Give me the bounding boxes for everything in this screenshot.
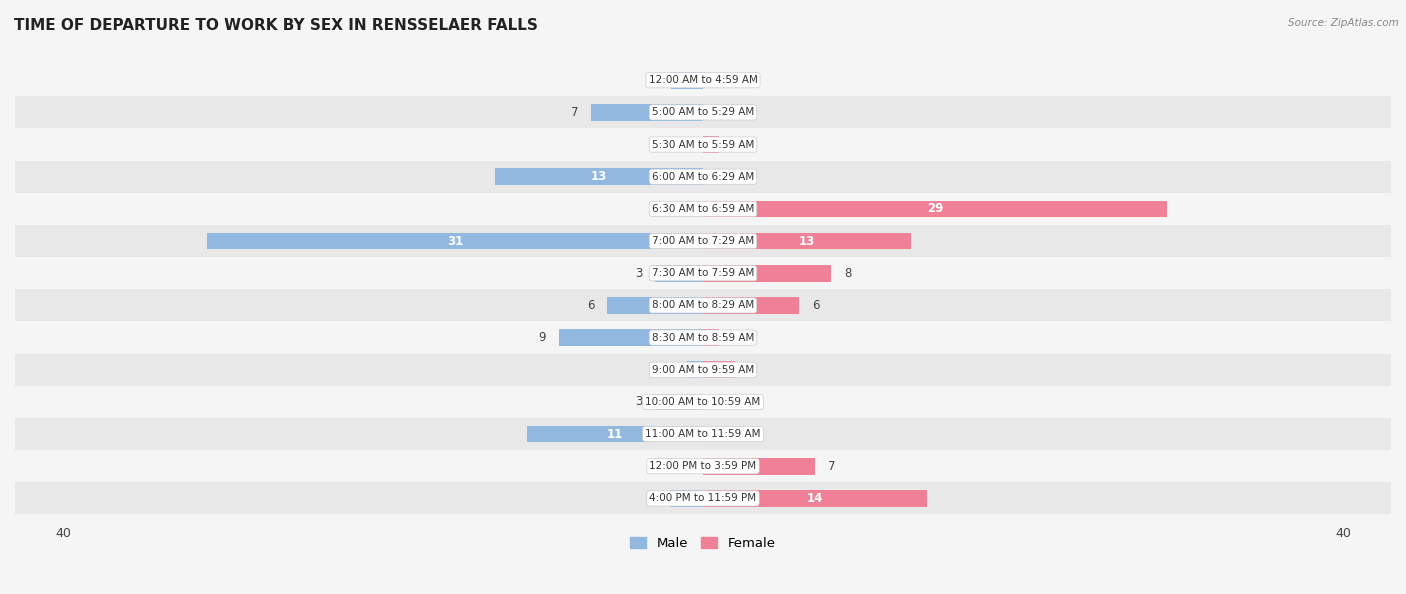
Text: 8:30 AM to 8:59 AM: 8:30 AM to 8:59 AM bbox=[652, 333, 754, 343]
Text: 12:00 PM to 3:59 PM: 12:00 PM to 3:59 PM bbox=[650, 461, 756, 471]
Text: 4:00 PM to 11:59 PM: 4:00 PM to 11:59 PM bbox=[650, 494, 756, 503]
Bar bbox=[591, 104, 703, 121]
Text: 7:00 AM to 7:29 AM: 7:00 AM to 7:29 AM bbox=[652, 236, 754, 246]
Bar bbox=[0, 482, 1406, 514]
Text: TIME OF DEPARTURE TO WORK BY SEX IN RENSSELAER FALLS: TIME OF DEPARTURE TO WORK BY SEX IN RENS… bbox=[14, 18, 538, 33]
Text: 9:00 AM to 9:59 AM: 9:00 AM to 9:59 AM bbox=[652, 365, 754, 375]
Bar bbox=[703, 233, 911, 249]
Text: 0: 0 bbox=[683, 460, 690, 473]
Bar bbox=[703, 361, 735, 378]
Bar bbox=[0, 96, 1406, 128]
Text: 31: 31 bbox=[447, 235, 463, 248]
Bar bbox=[0, 128, 1406, 160]
Bar bbox=[207, 233, 703, 249]
Text: 7: 7 bbox=[828, 460, 835, 473]
Text: 13: 13 bbox=[591, 170, 607, 183]
Text: 5:00 AM to 5:29 AM: 5:00 AM to 5:29 AM bbox=[652, 108, 754, 118]
Bar bbox=[703, 136, 718, 153]
Bar bbox=[0, 289, 1406, 321]
Text: 0: 0 bbox=[716, 74, 723, 87]
Text: 11:00 AM to 11:59 AM: 11:00 AM to 11:59 AM bbox=[645, 429, 761, 439]
Text: 1: 1 bbox=[731, 138, 740, 151]
Text: 7:30 AM to 7:59 AM: 7:30 AM to 7:59 AM bbox=[652, 268, 754, 278]
Bar bbox=[671, 490, 703, 507]
Text: 3: 3 bbox=[636, 267, 643, 280]
Text: 2: 2 bbox=[651, 74, 658, 87]
Bar bbox=[703, 297, 799, 314]
Bar bbox=[688, 361, 703, 378]
Bar bbox=[0, 225, 1406, 257]
Text: 3: 3 bbox=[636, 396, 643, 409]
Text: 6: 6 bbox=[586, 299, 595, 312]
Bar bbox=[495, 168, 703, 185]
Text: 1: 1 bbox=[731, 331, 740, 344]
Text: 7: 7 bbox=[571, 106, 578, 119]
Text: 6:30 AM to 6:59 AM: 6:30 AM to 6:59 AM bbox=[652, 204, 754, 214]
Text: 0: 0 bbox=[716, 170, 723, 183]
Bar bbox=[703, 490, 927, 507]
Text: 0: 0 bbox=[683, 203, 690, 216]
Bar bbox=[0, 193, 1406, 225]
Bar bbox=[607, 297, 703, 314]
Bar bbox=[0, 353, 1406, 386]
Bar bbox=[0, 450, 1406, 482]
Text: 12:00 AM to 4:59 AM: 12:00 AM to 4:59 AM bbox=[648, 75, 758, 85]
Bar bbox=[703, 458, 815, 475]
Text: 8:00 AM to 8:29 AM: 8:00 AM to 8:29 AM bbox=[652, 301, 754, 311]
Bar bbox=[560, 329, 703, 346]
Bar bbox=[527, 426, 703, 443]
Text: 8: 8 bbox=[844, 267, 851, 280]
Text: 13: 13 bbox=[799, 235, 815, 248]
Text: 5:30 AM to 5:59 AM: 5:30 AM to 5:59 AM bbox=[652, 140, 754, 150]
Bar bbox=[0, 160, 1406, 193]
Text: Source: ZipAtlas.com: Source: ZipAtlas.com bbox=[1288, 18, 1399, 28]
Bar bbox=[671, 72, 703, 89]
Text: 0: 0 bbox=[716, 396, 723, 409]
Bar bbox=[703, 265, 831, 282]
Bar bbox=[655, 265, 703, 282]
Text: 6: 6 bbox=[811, 299, 820, 312]
Bar bbox=[0, 418, 1406, 450]
Text: 29: 29 bbox=[927, 203, 943, 216]
Bar bbox=[0, 386, 1406, 418]
Text: 0: 0 bbox=[716, 106, 723, 119]
Text: 2: 2 bbox=[748, 364, 755, 376]
Text: 0: 0 bbox=[716, 428, 723, 441]
Bar bbox=[0, 321, 1406, 353]
Text: 14: 14 bbox=[807, 492, 823, 505]
Text: 10:00 AM to 10:59 AM: 10:00 AM to 10:59 AM bbox=[645, 397, 761, 407]
Text: 6:00 AM to 6:29 AM: 6:00 AM to 6:29 AM bbox=[652, 172, 754, 182]
Text: 9: 9 bbox=[538, 331, 546, 344]
Text: 1: 1 bbox=[666, 364, 675, 376]
Text: 0: 0 bbox=[683, 138, 690, 151]
Text: 11: 11 bbox=[607, 428, 623, 441]
Text: 2: 2 bbox=[651, 492, 658, 505]
Bar bbox=[0, 64, 1406, 96]
Legend: Male, Female: Male, Female bbox=[626, 531, 780, 555]
Bar bbox=[703, 329, 718, 346]
Bar bbox=[655, 394, 703, 410]
Bar bbox=[0, 257, 1406, 289]
Bar bbox=[703, 201, 1167, 217]
